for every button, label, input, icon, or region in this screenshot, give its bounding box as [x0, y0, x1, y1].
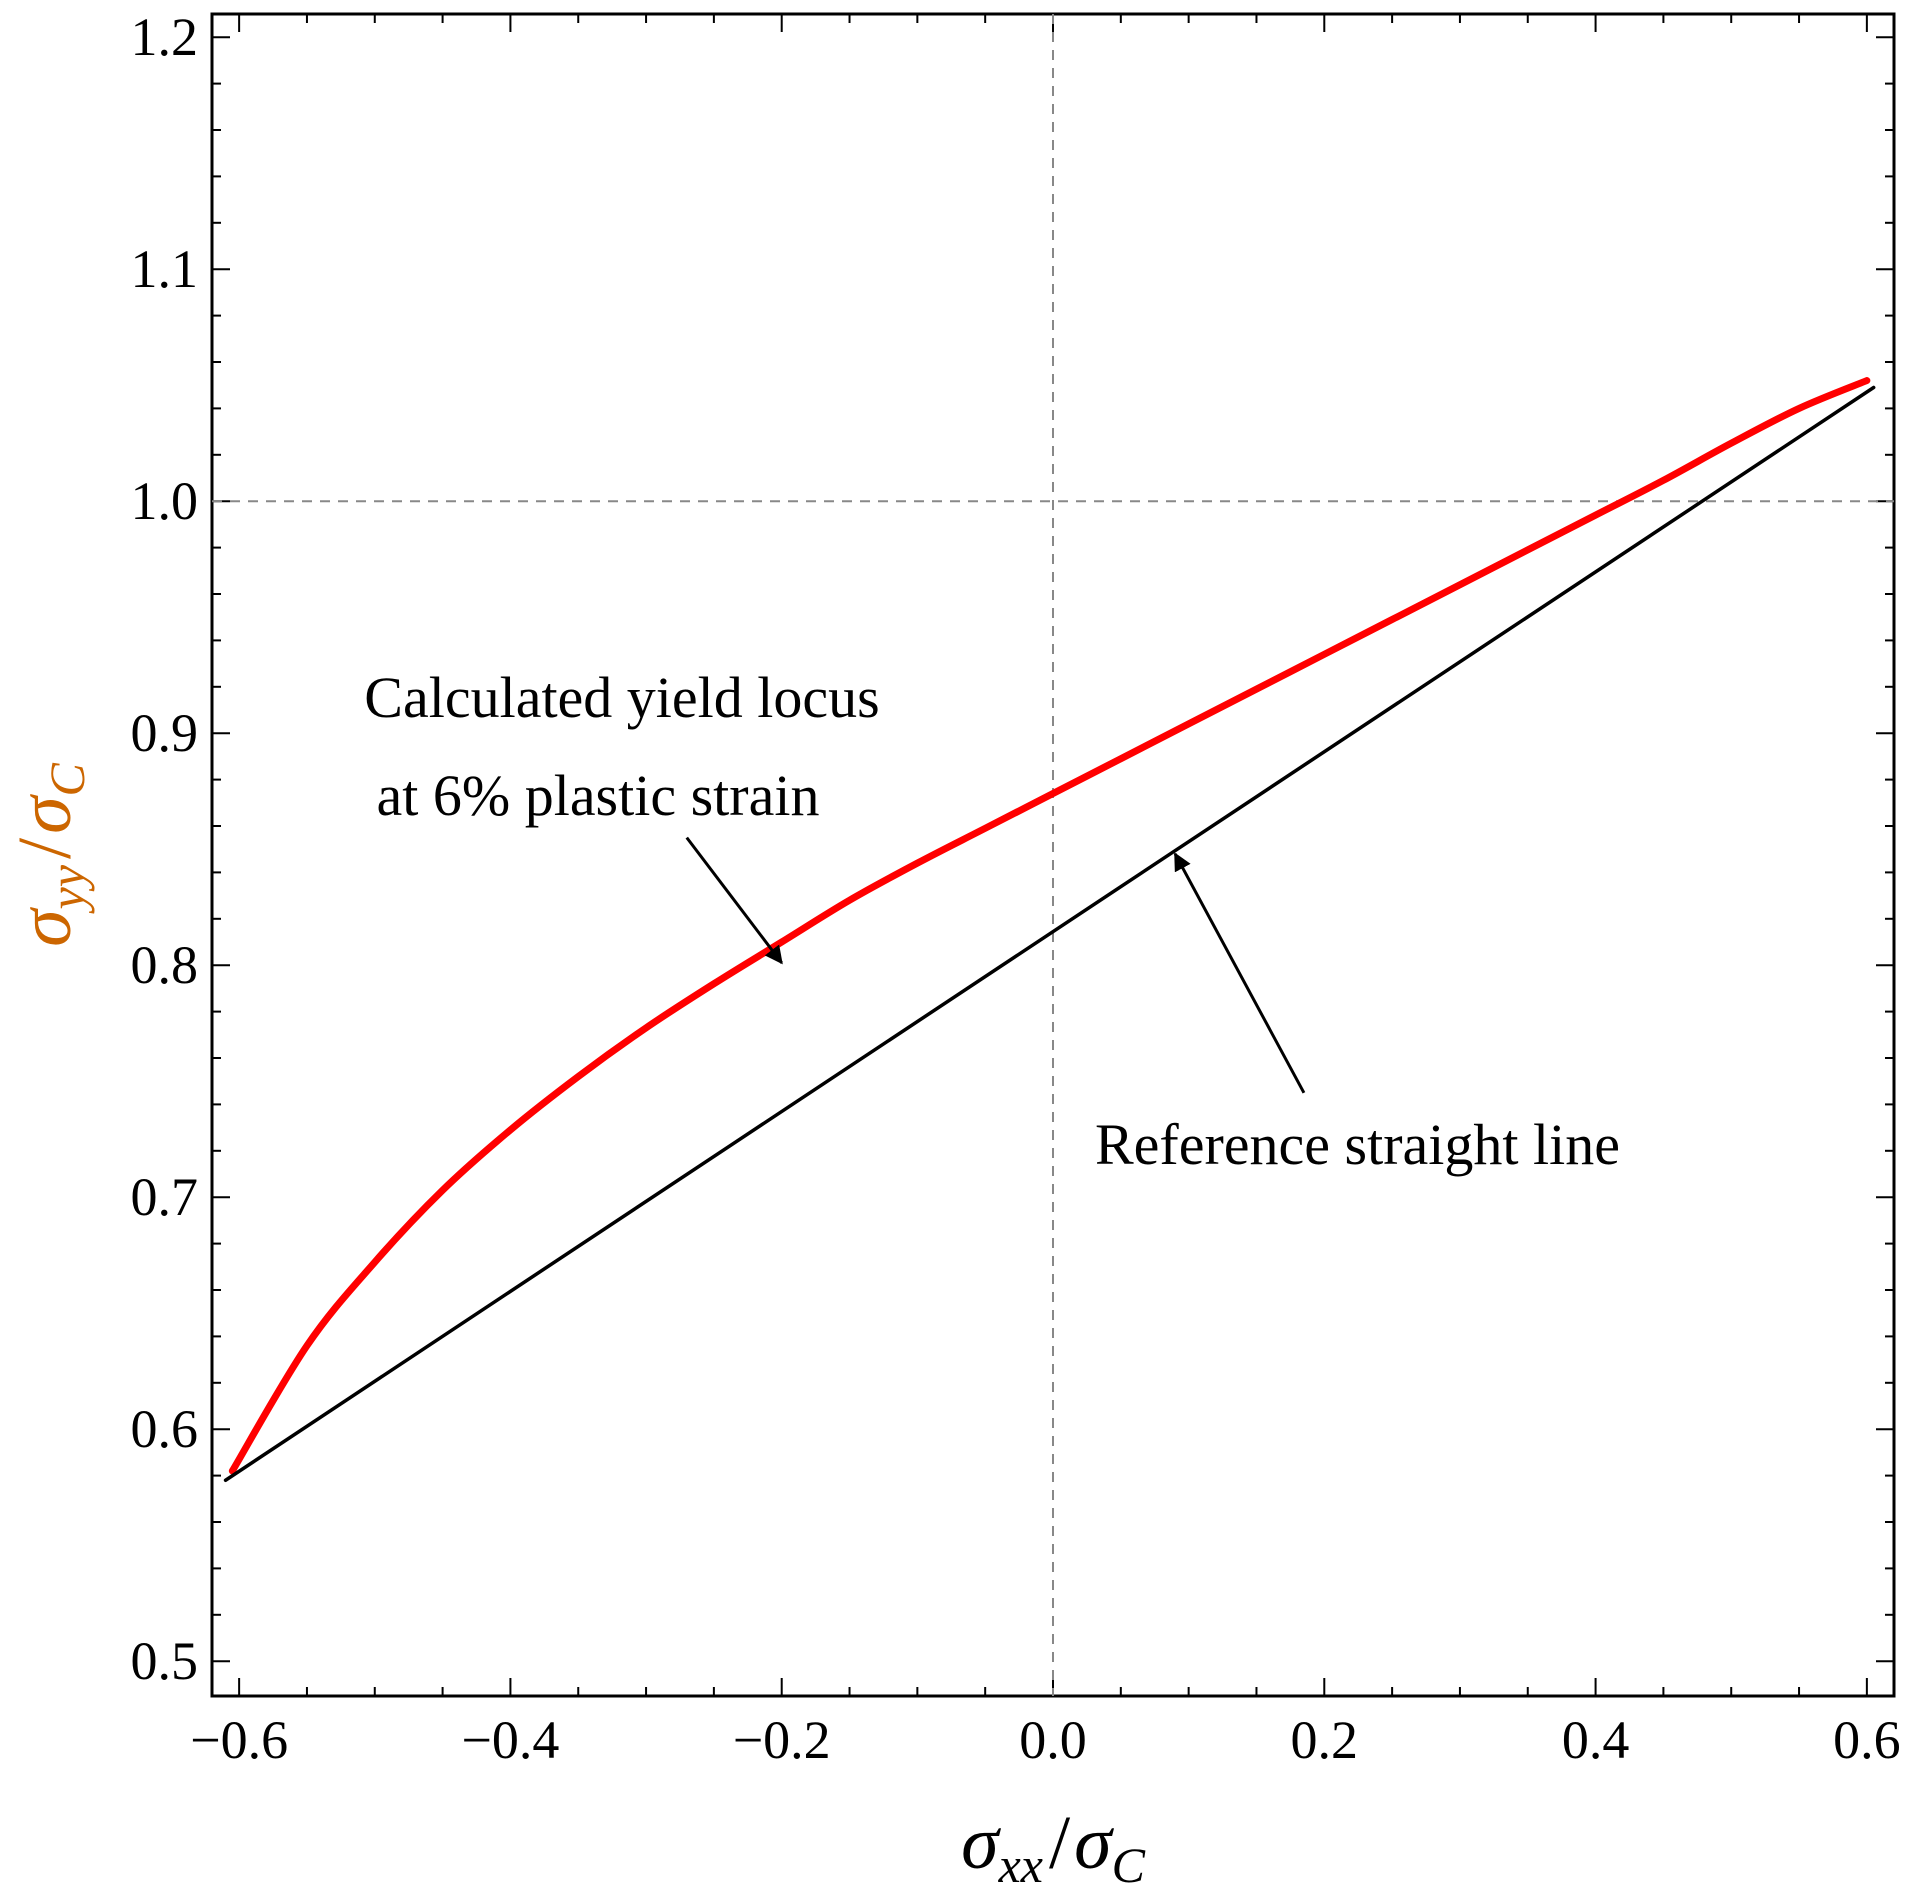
y-tick-label: 0.7 — [131, 1167, 199, 1227]
yield-locus-arrow — [685, 836, 783, 965]
y-tick-label: 0.6 — [131, 1399, 199, 1459]
reference-line-arrow — [1173, 852, 1306, 1094]
axis-ticks — [212, 14, 1894, 1696]
y-tick-label: 0.5 — [131, 1631, 199, 1691]
tick-labels: −0.6 −0.4 −0.2 0.0 0.2 0.4 0.6 0.5 0.6 0.7 0.8 0.9 1… — [131, 7, 1901, 1770]
x-tick-label: 0.2 — [1291, 1710, 1359, 1770]
x-axis-label: σxx/σC — [961, 1801, 1145, 1893]
yield-locus-curve — [228, 377, 1871, 1475]
y-tick-label: 1.0 — [131, 471, 199, 531]
y-tick-label: 1.2 — [131, 7, 199, 67]
y-axis-label: σyy/σC — [3, 762, 95, 946]
y-tick-label: 0.9 — [131, 703, 199, 763]
x-tick-label: −0.4 — [461, 1710, 559, 1770]
reference-line-annotation: Reference straight line — [1095, 1112, 1620, 1177]
data-series — [223, 377, 1876, 1482]
reference-dashed-lines — [212, 14, 1894, 1696]
reference-straight-line — [223, 385, 1876, 1482]
x-tick-label: 0.6 — [1833, 1710, 1901, 1770]
x-tick-label: −0.6 — [190, 1710, 288, 1770]
yield-locus-annotation: Calculated yield locus at 6% plastic stra… — [364, 665, 879, 828]
x-tick-label: 0.4 — [1562, 1710, 1630, 1770]
annotations: Calculated yield locus at 6% plastic stra… — [364, 665, 1620, 1177]
x-tick-label: −0.2 — [733, 1710, 831, 1770]
y-tick-label: 0.8 — [131, 935, 199, 995]
y-tick-label: 1.1 — [131, 239, 199, 299]
x-tick-label: 0.0 — [1019, 1710, 1087, 1770]
